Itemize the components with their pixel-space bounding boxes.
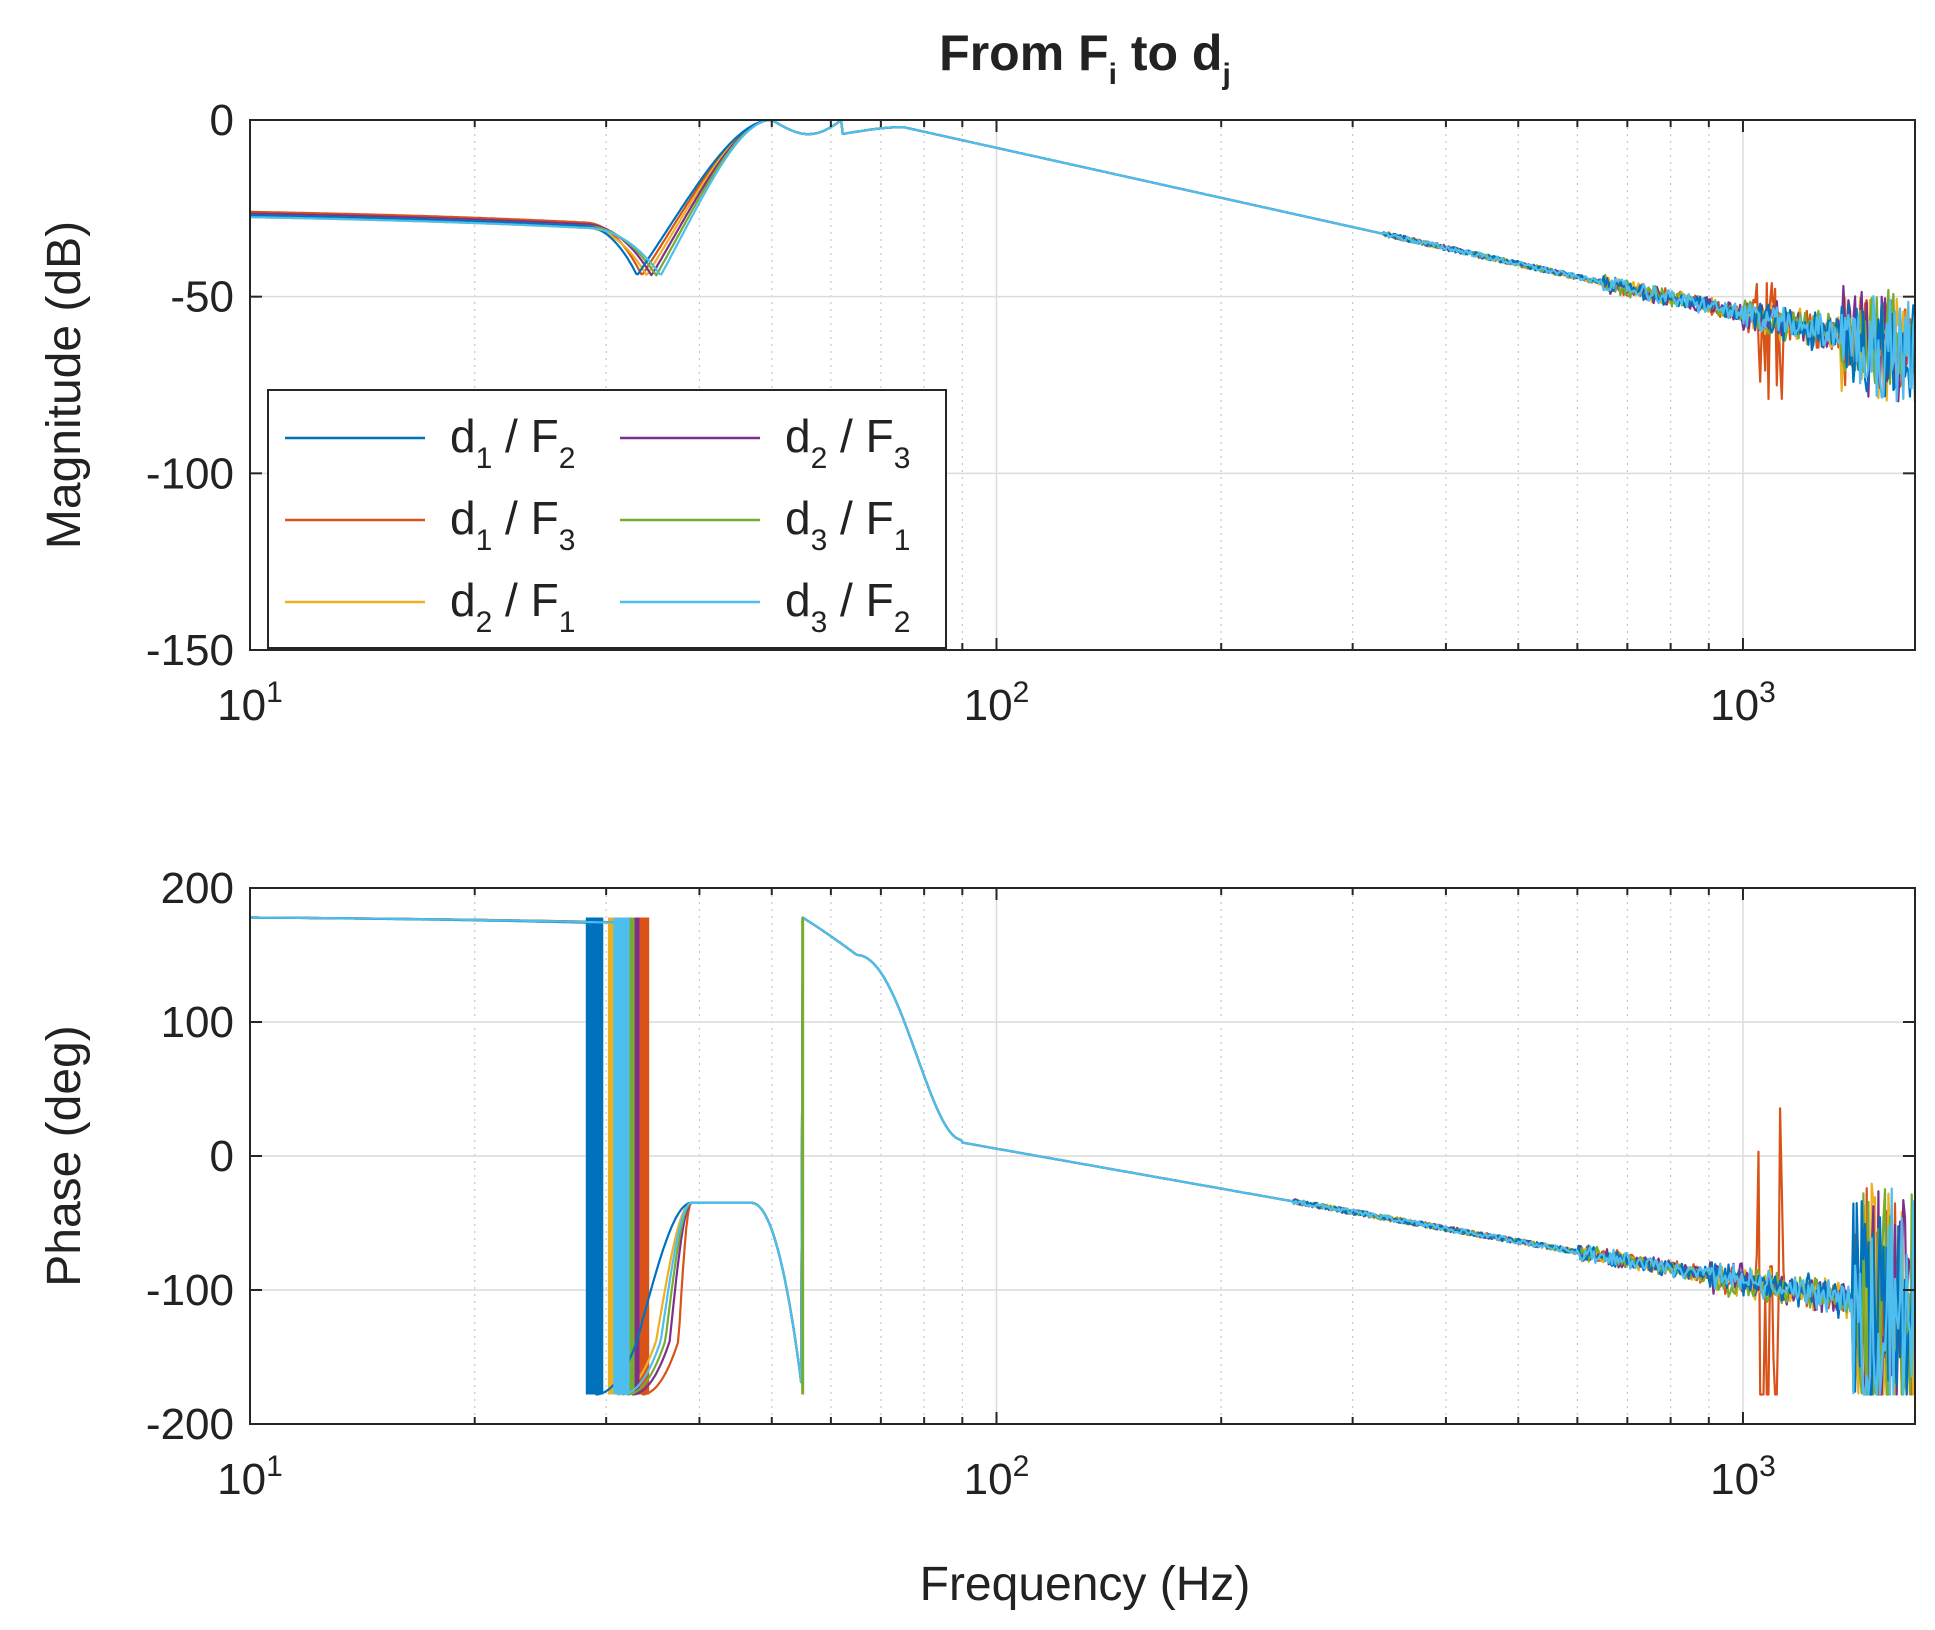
legend-label-d1-F3: d1 / F3 <box>450 492 575 557</box>
phase-plot: 200 100 0 -100 -200 101 102 103 Phase (deg) <box>38 864 1916 1504</box>
x-tick-label: 101 <box>217 676 283 730</box>
y-tick-label: -200 <box>146 1400 234 1449</box>
y-tick-label: -100 <box>146 1266 234 1315</box>
phase-series-group <box>250 916 1915 1396</box>
legend-label-d3-F1: d3 / F1 <box>785 492 910 557</box>
phase-y-label: Phase (deg) <box>38 1025 91 1287</box>
phase-wrap-band-d3-F2 <box>613 917 630 1395</box>
magnitude-plot: 0 -50 -100 -150 101 102 103 Magnitude (dB) d1… <box>38 96 1916 730</box>
magnitude-series-d3-F2 <box>250 120 1915 403</box>
phase-series-d3-F2 <box>250 916 1915 1396</box>
magnitude-series-group <box>250 120 1915 403</box>
legend-label-d1-F2: d1 / F2 <box>450 410 575 475</box>
y-tick-label: 100 <box>161 998 234 1047</box>
magnitude-y-ticks: 0 -50 -100 -150 <box>146 96 1915 675</box>
legend-label-d2-F3: d2 / F3 <box>785 410 910 475</box>
legend-label-d3-F2: d3 / F2 <box>785 574 910 639</box>
magnitude-x-ticks: 101 102 103 <box>217 120 1776 730</box>
chart-title: From Fi to dj <box>939 25 1231 91</box>
y-tick-label: 0 <box>210 1132 234 1181</box>
y-tick-label: -100 <box>146 449 234 498</box>
phase-y-ticks: 200 100 0 -100 -200 <box>146 864 1915 1449</box>
x-tick-label: 102 <box>964 1450 1030 1504</box>
x-axis-label: Frequency (Hz) <box>920 1558 1251 1611</box>
y-tick-label: -150 <box>146 626 234 675</box>
y-tick-label: 200 <box>161 864 234 913</box>
legend: d1 / F2 d1 / F3 d2 / F1 d2 / F3 d3 / F1 d3 / … <box>267 389 947 649</box>
phase-wrap-band-d1-F2 <box>585 917 604 1395</box>
x-tick-label: 103 <box>1710 1450 1776 1504</box>
y-tick-label: -50 <box>170 273 234 322</box>
x-tick-label: 101 <box>217 1450 283 1504</box>
legend-label-d2-F1: d2 / F1 <box>450 574 575 639</box>
magnitude-axes-box <box>249 119 1916 651</box>
x-tick-label: 103 <box>1710 676 1776 730</box>
x-tick-label: 102 <box>964 676 1030 730</box>
y-tick-label: 0 <box>210 96 234 145</box>
phase-x-ticks: 101 102 103 <box>217 888 1776 1504</box>
magnitude-y-label: Magnitude (dB) <box>38 221 91 549</box>
